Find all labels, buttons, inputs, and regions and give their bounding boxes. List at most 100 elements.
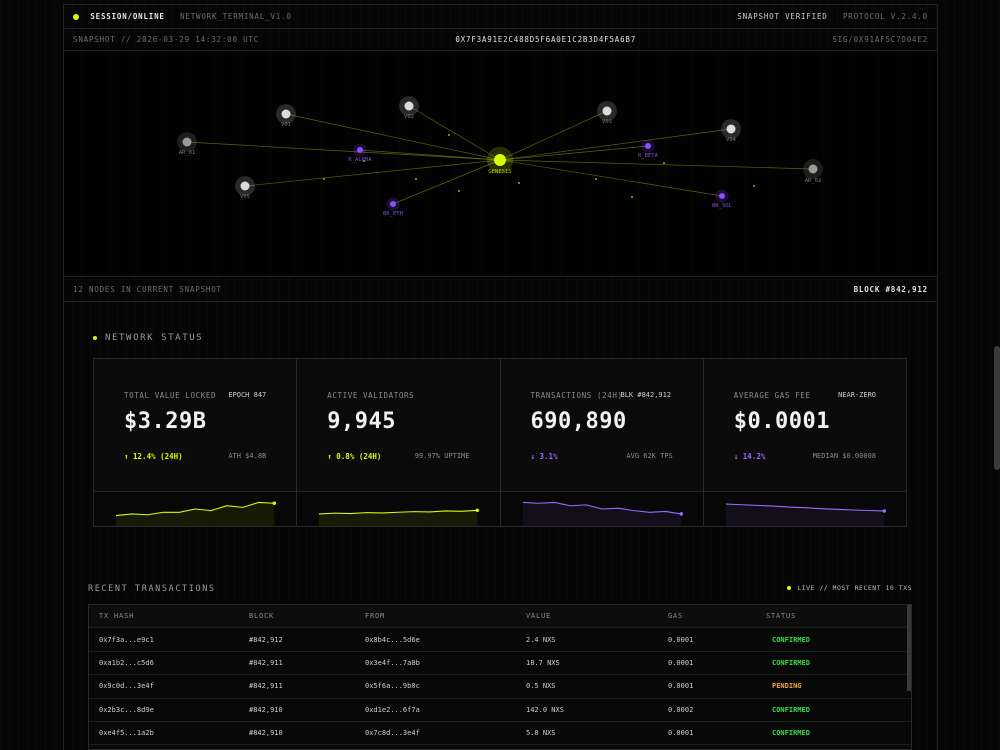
stat-card-tvl[interactable]: TOTAL VALUE LOCKED EPOCH 847 $3.29B ↑ 12… [94, 359, 298, 526]
edge-particle [448, 134, 450, 136]
cell-block: #842,912 [249, 635, 283, 644]
graph-node-label: AR_02 [805, 178, 822, 184]
graph-node-ar01[interactable]: AR_01 [177, 132, 197, 156]
graph-node-brsol[interactable]: BR_SOL [712, 189, 733, 209]
cell-tx-hash[interactable]: 0x7f3a...e9c1 [99, 635, 154, 644]
table-header: TX HASH BLOCK FROM VALUE GAS STATUS [89, 605, 911, 629]
cell-value: 5.8 NXS [526, 729, 556, 738]
col-tx-hash[interactable]: TX HASH [99, 612, 135, 621]
graph-edge [499, 145, 649, 161]
graph-node-bretr[interactable]: BR_ETH [383, 197, 403, 217]
cell-status: CONFIRMED [772, 705, 810, 714]
table-row[interactable]: 0x9c0d...3e4f #842,911 0x5f6a...9b0c 0.5 NX… [89, 675, 911, 699]
stat-label: AVERAGE GAS FEE [733, 391, 811, 400]
graph-edge [392, 159, 501, 205]
table-row[interactable]: 0x7f3a...e9c1 #842,912 0x8b4c...5d6e 2.4 NX… [89, 628, 911, 652]
cell-tx-hash[interactable]: 0xa1b2...c5d6 [99, 658, 154, 667]
cell-block: #842,911 [249, 682, 283, 691]
sparkline-line [319, 509, 478, 515]
graph-node-label: BR_SOL [712, 203, 733, 209]
live-dot-icon [787, 586, 792, 590]
graph-node-v05[interactable]: V05 [235, 176, 255, 200]
graph-node-label: BR_ETH [383, 211, 403, 217]
cell-block: #842,911 [249, 658, 283, 667]
current-block: BLOCK #842,912 [853, 284, 928, 294]
cell-from[interactable]: 0xd1e2...6f7a [365, 705, 420, 714]
page-scrollbar[interactable] [994, 346, 1000, 470]
stat-tag: EPOCH 847 [228, 391, 267, 399]
cell-gas: 0.0001 [668, 729, 694, 738]
cell-gas: 0.0001 [668, 682, 694, 691]
sparkline-area [725, 504, 885, 526]
col-from[interactable]: FROM [365, 612, 386, 621]
transactions-table: TX HASH BLOCK FROM VALUE GAS STATUS 0x7f… [88, 604, 912, 750]
table-row[interactable]: 0xa1b2...c5d6 #842,911 0x3e4f...7a8b 18.7 N… [89, 652, 911, 676]
graph-node-v02[interactable]: V02 [399, 96, 419, 120]
cell-from[interactable]: 0x3e4f...7a8b [365, 658, 420, 667]
graph-node-v03[interactable]: V03 [597, 101, 617, 125]
col-block[interactable]: BLOCK [249, 612, 275, 621]
cell-tx-hash[interactable]: 0x9c0d...3e4f [99, 682, 154, 691]
stat-change: ↓ 3.1% [530, 452, 558, 461]
edge-particle [415, 178, 417, 180]
cell-status: CONFIRMED [772, 729, 810, 738]
cell-status: CONFIRMED [772, 635, 810, 644]
cell-gas: 0.0001 [668, 635, 694, 644]
stat-sub: MEDIAN $0.00008 [812, 452, 876, 460]
cell-from[interactable]: 0x5f6a...9b0c [365, 682, 420, 691]
sparkline-area [319, 510, 478, 526]
graph-edge [499, 128, 732, 161]
stat-sub: AVG 62K TPS [626, 452, 673, 460]
table-row[interactable]: 0xe4f5...1a2b #842,910 0x7c8d...3e4f 5.8 NX… [89, 722, 911, 746]
snapshot-hash: 0X7F3A91E2C488D5F6A0E1C2B3D4F5A6B7 [455, 35, 637, 44]
cell-from[interactable]: 0x8b4c...5d6e [365, 635, 420, 644]
table-row[interactable]: 0x2b3c...8d9e #842,910 0xd1e2...6f7a 142.0 … [89, 699, 911, 722]
graph-node-genesis[interactable]: GENESIS [486, 146, 514, 175]
edge-particle [323, 178, 325, 180]
table-scrollbar[interactable] [907, 605, 911, 691]
cell-block: #842,910 [249, 729, 283, 738]
stat-card-transactions[interactable]: TRANSACTIONS (24H) BLK #842,912 690,890 … [500, 359, 704, 526]
graph-node-label: V04 [726, 137, 737, 143]
graph-node-rbeta[interactable]: R_BETA [638, 139, 659, 159]
status-dot-icon [93, 335, 97, 340]
edge-particle [663, 162, 665, 164]
graph-node-label: R_BETA [638, 153, 659, 159]
snapshot-signature: SIG/0X91AF5C7D04E2 [832, 35, 928, 44]
edge-particle [631, 196, 633, 198]
stats-panel: TOTAL VALUE LOCKED EPOCH 847 $3.29B ↑ 12… [93, 358, 907, 527]
cell-value: 2.4 NXS [526, 635, 556, 644]
stat-label: TOTAL VALUE LOCKED [124, 391, 217, 400]
snapshot-verified: SNAPSHOT VERIFIED [737, 12, 828, 21]
stat-card-gas[interactable]: AVERAGE GAS FEE NEAR-ZERO $0.0001 ↓ 14.2… [703, 359, 906, 526]
graph-node-v04[interactable]: V04 [721, 119, 741, 143]
graph-node-label: V01 [281, 122, 291, 128]
graph-edge [499, 110, 608, 161]
col-gas[interactable]: GAS [668, 612, 684, 621]
session-status: SESSION/ONLINE [90, 12, 165, 21]
edge-particle [753, 185, 755, 187]
stat-card-validators[interactable]: ACTIVE VALIDATORS 9,945 ↑ 0.8% (24H) 99.… [297, 359, 501, 526]
snapshot-bar: SNAPSHOT // 2026-03-29 14:32:00 UTC 0X7F… [63, 29, 938, 51]
stat-change: ↑ 0.8% (24H) [327, 452, 382, 461]
cell-tx-hash[interactable]: 0x2b3c...8d9e [99, 705, 154, 714]
network-graph[interactable]: GENESIS AR_01 AR_02 V01 V02 V03 V04 V05 R_ALPHA R… [64, 51, 937, 276]
protocol-version: PROTOCOL V.2.4.0 [842, 12, 928, 21]
col-status[interactable]: STATUS [766, 612, 797, 621]
graph-edge [285, 113, 501, 161]
graph-node-v01[interactable]: V01 [276, 104, 296, 128]
cell-tx-hash[interactable]: 0xe4f5...1a2b [99, 729, 154, 738]
col-value[interactable]: VALUE [526, 612, 552, 621]
cell-value: 142.0 NXS [526, 705, 564, 714]
cell-from[interactable]: 0x7c8d...3e4f [365, 729, 420, 738]
sparkline-line [522, 501, 681, 515]
graph-node-ar02[interactable]: AR_02 [803, 159, 823, 184]
graph-node-ralpha[interactable]: R_ALPHA [348, 143, 372, 163]
graph-node-label: V05 [240, 194, 250, 200]
online-dot-icon [73, 14, 79, 20]
stat-label: TRANSACTIONS (24H) [530, 391, 623, 400]
sparkline [500, 491, 703, 526]
stat-value: $0.0001 [733, 409, 830, 434]
stat-sub: ATH $4.8B [228, 452, 267, 460]
stat-sub: 99.97% UPTIME [414, 452, 470, 460]
